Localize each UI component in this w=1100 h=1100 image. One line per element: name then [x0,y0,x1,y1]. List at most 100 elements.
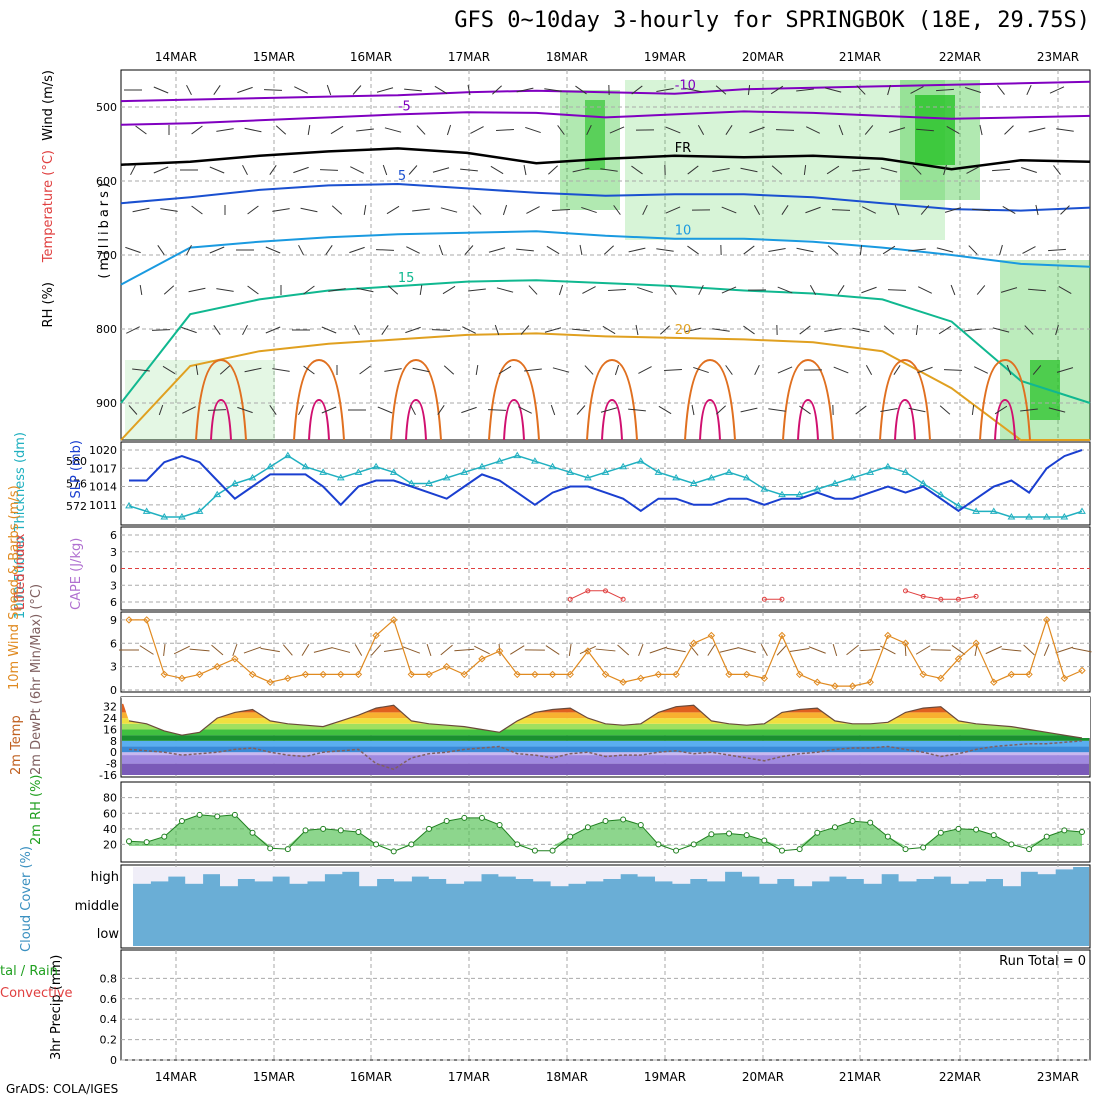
wind-barb-10m [173,645,190,655]
wind-barb [966,166,980,174]
wind-barb [584,365,594,375]
contour-label-FR: FR [675,141,692,156]
rh-point [796,846,803,853]
y-tick-li: 6 [110,596,117,609]
high-cloud-gap [515,867,534,879]
wind-barb [387,285,399,295]
temp-band [122,746,1089,753]
wind-barb [972,208,990,212]
wind-barb [328,288,346,292]
wind-barb [269,405,277,415]
wind-barb [637,286,653,294]
wind-barb-10m [666,647,686,653]
high-cloud-gap [707,867,726,882]
wind-barb [153,86,169,94]
temp-band [122,763,1089,775]
wind-barb [1056,367,1074,373]
rh-point [320,825,327,832]
date-tick-bottom: 16MAR [350,1070,392,1084]
rh-point [355,828,362,835]
wind-barb [687,165,699,175]
wind-barb [833,366,849,374]
rh-point [143,839,150,846]
y-tick-temp: 0 [110,746,117,759]
wind-speed-point [990,678,998,686]
wind-barb [631,165,643,175]
wind-barb [298,404,304,416]
wind-barb [656,248,674,252]
y-tick-rh: 80 [103,792,117,805]
y-tick-thickness: 580 [66,455,87,468]
slp-ylabel: SLP (mb) [69,440,84,499]
high-cloud-gap [1055,867,1074,870]
wind-speed-point [354,670,363,679]
wind-barb [856,85,866,95]
temp-band [122,740,1089,747]
contour-15 [120,279,1091,404]
wind-barb [325,245,333,255]
wind-barb [1000,287,1018,293]
y-tick-upper: 500 [96,101,117,114]
wind-barb [349,246,365,254]
rh-point [690,841,697,848]
y-tick-li: 0 [110,563,117,576]
rh-point [1061,827,1068,834]
wind-barb-10m [638,643,644,657]
wind-barb [408,165,418,175]
wind-barb [269,165,277,175]
wind-barb-10m [688,644,699,656]
wind-barb [697,124,705,136]
precip-legend-rain: tal / Rain [0,964,58,979]
wind-barb [502,204,508,216]
wind-barb [132,368,150,372]
wind-barb [496,128,514,132]
wind-barb [743,325,755,335]
wind-barb [944,369,962,371]
wind-barb [950,284,956,296]
wind-barb [771,165,783,175]
wind-barb [376,87,394,93]
thickness-point [389,468,398,475]
wind-barb [330,125,344,135]
wind-speed-point [813,678,821,686]
wind-speed-point [266,678,274,686]
dewpoint-line [128,740,1083,771]
wind-speed-point [901,639,910,647]
rh-point [761,837,768,844]
wind-speed-point [954,655,963,663]
rh-point [584,824,591,831]
thickness-point [548,462,557,470]
thickness-point [283,451,292,459]
wind-barb [191,205,203,215]
high-cloud-gap [794,867,813,887]
high-cloud-gap [185,867,204,884]
wind-speed-point [778,631,786,640]
wind-barb [462,326,476,334]
thickness-point [195,507,204,514]
wind-barb [237,86,253,94]
wind-barb [321,326,337,334]
wind-barb [796,247,814,253]
temp-band [122,752,1089,756]
wind-speed-point [495,647,504,655]
thickness-point [901,468,910,475]
wind-barb-10m [313,647,333,653]
surface-hot-contour [894,398,916,441]
wind-barb [721,286,737,294]
wind-barb [244,367,262,373]
wind-barb [805,126,821,134]
thickness-point [1025,513,1033,520]
wind-speed-point [884,631,892,640]
wind-speed-point [866,678,874,686]
wind-barb [776,129,794,131]
high-cloud-gap [394,867,412,882]
wind-barb-10m [760,644,768,656]
high-cloud-gap [446,867,465,884]
y-tick-temp: -16 [99,769,117,782]
thickness-point [760,485,769,492]
wind-barb [832,209,850,211]
wind-speed-point [1042,616,1051,624]
thickness-point [442,473,451,481]
wind-barb [552,208,570,212]
